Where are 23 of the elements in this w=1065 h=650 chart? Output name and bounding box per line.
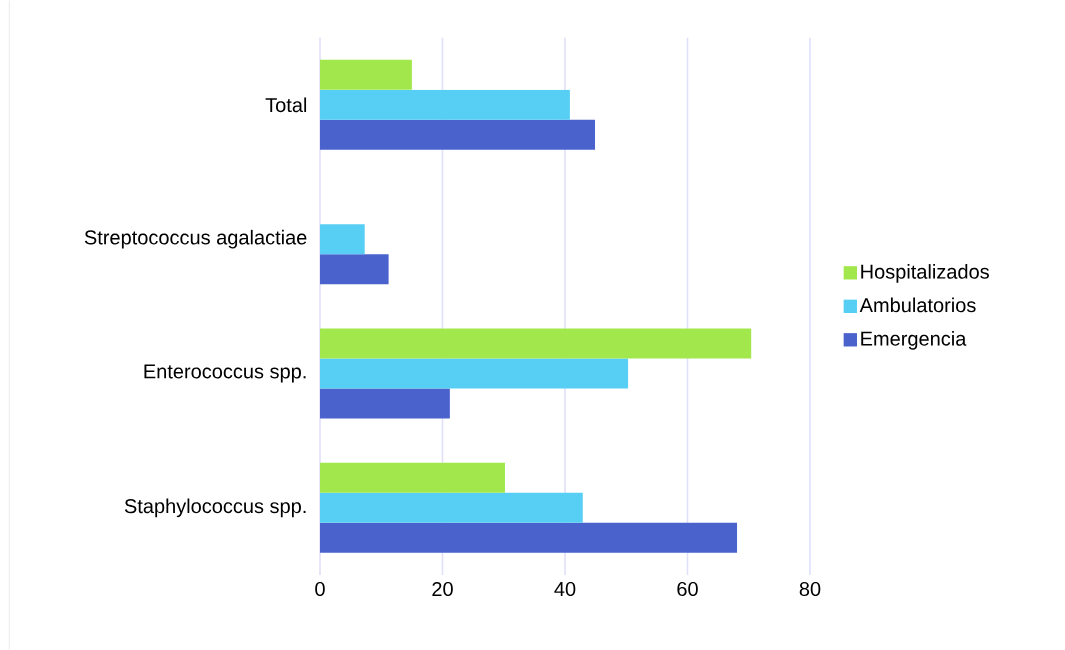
legend-label: Ambulatorios [859,297,976,313]
bar [320,358,629,389]
bar [320,462,505,493]
bar [320,119,595,150]
bar [320,492,583,523]
legend-label: Emergencia [861,331,967,350]
bar [320,224,365,255]
bar [320,59,412,90]
bar [320,254,389,285]
y-tick-label: Streptococcus agalactiae [84,229,307,249]
x-tick-label: 60 [677,581,698,597]
bar [320,522,738,553]
x-tick-label: 20 [432,581,453,597]
y-tick-label: Staphylococcus spp. [124,498,306,518]
y-tick-label: Enterococcus spp. [144,364,306,383]
bar [320,388,450,419]
bar [320,89,570,120]
x-tick-label: 80 [799,581,821,597]
y-tick-label: Total [265,97,307,113]
bar [320,328,752,359]
x-tick-label: 0 [315,581,325,597]
legend-label: Hospitalizados [861,264,989,283]
x-tick-label: 40 [554,581,576,597]
